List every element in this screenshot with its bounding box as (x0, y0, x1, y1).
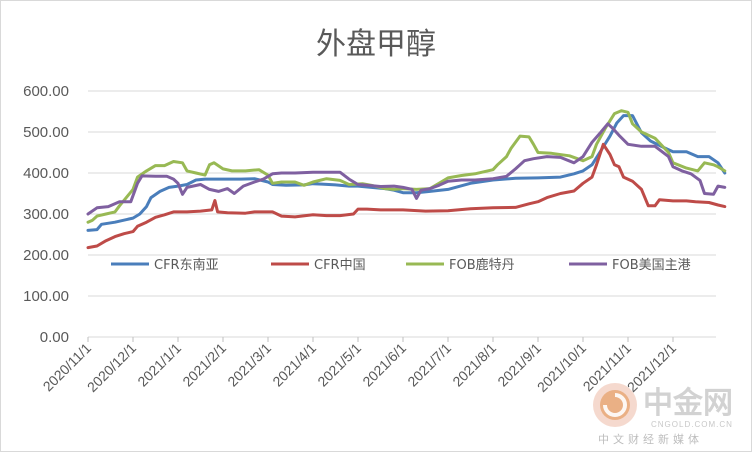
x-tick-label: 2021/2/1 (179, 340, 229, 390)
x-tick-label: 2021/1/1 (134, 340, 184, 390)
watermark-url: CNGOLD.COM.CN (651, 420, 733, 429)
x-tick-label: 2021/7/1 (404, 340, 454, 390)
watermark: 中金网 CNGOLD.COM.CN 中文财经新媒体 (593, 383, 733, 446)
x-tick-label: 2020/12/1 (84, 340, 140, 396)
chart-title: 外盘甲醇 (316, 27, 436, 62)
x-tick-label: 2021/4/1 (269, 340, 319, 390)
legend-label-1: CFR中国 (314, 258, 366, 273)
y-tick-label: 300.00 (23, 206, 69, 223)
x-tick-label: 2021/10/1 (534, 340, 590, 396)
series-lines (86, 109, 727, 250)
watermark-slogan: 中文财经新媒体 (598, 432, 703, 446)
watermark-logo (593, 383, 637, 427)
legend-label-3: FOB美国主港 (612, 258, 691, 273)
y-tick-label: 400.00 (23, 165, 69, 182)
gridlines (88, 90, 716, 338)
y-tick-label: 0.00 (40, 329, 69, 346)
x-axis: 2020/11/12020/12/12021/1/12021/2/12021/3… (39, 337, 679, 395)
y-tick-label: 600.00 (23, 83, 69, 100)
legend-label-0: CFR东南亚 (154, 257, 219, 273)
series-line-2 (86, 109, 727, 224)
series-line-1 (86, 142, 727, 250)
legend: CFR东南亚 CFR中国 FOB鹿特丹 FOB美国主港 (111, 257, 691, 273)
y-axis: 0.00 100.00 200.00 300.00 400.00 500.00 600.00 (23, 83, 69, 346)
x-tick-label: 2021/6/1 (359, 340, 409, 390)
legend-label-2: FOB鹿特丹 (449, 257, 515, 273)
x-tick-label: 2021/8/1 (449, 340, 499, 390)
x-tick-label: 2021/3/1 (224, 340, 274, 390)
y-tick-label: 100.00 (23, 288, 69, 305)
x-tick-label: 2021/5/1 (314, 340, 364, 390)
y-tick-label: 200.00 (23, 247, 69, 264)
y-tick-label: 500.00 (23, 124, 69, 141)
watermark-brand: 中金网 (643, 386, 733, 421)
series-line-3 (86, 122, 727, 216)
